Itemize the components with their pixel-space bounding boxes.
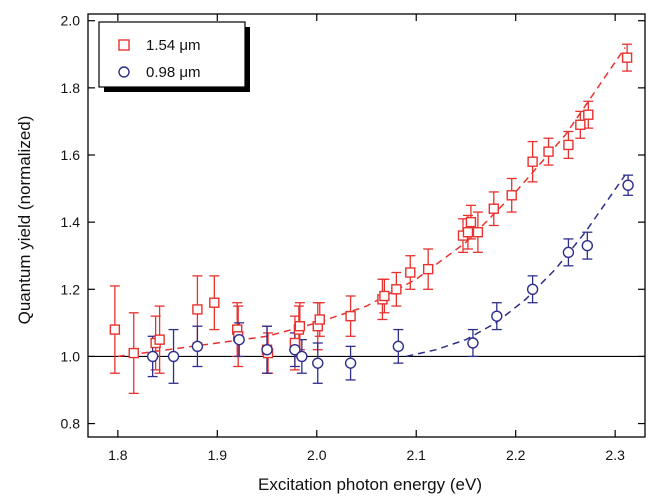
y-tick-label: 1.4 [61,214,81,230]
circle-marker [392,340,405,353]
square-marker [192,304,203,315]
square-marker [488,203,500,214]
square-marker [209,297,220,308]
plot-frame-group [87,13,646,438]
circle-marker [581,239,594,252]
square-marker [527,156,538,167]
circle-marker [526,283,539,295]
square-marker [109,324,121,335]
y-axis-title: Quantum yield (normalized) [15,116,34,325]
x-tick-label: 2.0 [307,447,327,463]
y-tick-label: 1.6 [61,147,81,163]
legend-label: 0.98 μm [146,64,201,81]
square-marker [379,290,390,302]
square-marker [314,314,325,325]
x-tick-label: 2.2 [506,447,526,463]
x-tick-label: 1.9 [208,447,228,463]
markers-group [109,52,634,369]
circle-marker [191,340,204,353]
circle-marker [289,344,301,356]
y-tick-label: 1.2 [61,281,81,297]
legend-label: 1.54 μm [146,37,201,54]
square-marker [506,190,517,201]
circle-marker [233,333,245,346]
square-marker [128,347,139,359]
square-marker [472,227,484,238]
x-tick-label: 2.3 [605,447,625,463]
square-marker [543,146,554,157]
square-marker [462,227,474,238]
legend: 1.54 μm 0.98 μm [98,21,250,92]
square-marker [583,109,594,120]
legend-square-marker [118,39,130,51]
circle-marker [167,350,180,363]
square-marker [621,52,633,63]
circle-marker [296,350,308,363]
circle-marker [491,310,503,322]
circle-marker [261,344,273,356]
square-marker [391,284,402,295]
legend-circle-marker [118,66,130,78]
square-marker [422,263,434,275]
circle-marker [312,357,324,369]
square-marker [575,119,586,130]
square-marker [294,321,306,332]
square-marker [465,216,477,228]
x-tick-label: 2.1 [406,447,426,463]
y-tick-label: 0.8 [61,416,81,432]
circle-marker [344,357,357,369]
circle-marker [562,246,575,259]
y-tick-label: 2.0 [61,13,81,29]
circle-marker [467,337,479,349]
y-tick-label: 1.0 [61,348,81,364]
circle-marker [622,179,634,191]
square-marker [563,139,574,151]
error-bars-group [109,43,634,395]
plot-border [87,13,646,438]
square-marker [154,334,165,345]
y-tick-label: 1.8 [61,80,81,96]
square-marker [345,310,356,322]
axes-group: Excitation photon energy (eV) Quantum yi… [15,13,645,494]
square-marker [405,267,416,278]
circle-marker [146,350,159,363]
x-tick-label: 1.8 [108,447,128,463]
x-axis-title: Excitation photon energy (eV) [258,475,482,494]
fit-line [406,174,626,358]
